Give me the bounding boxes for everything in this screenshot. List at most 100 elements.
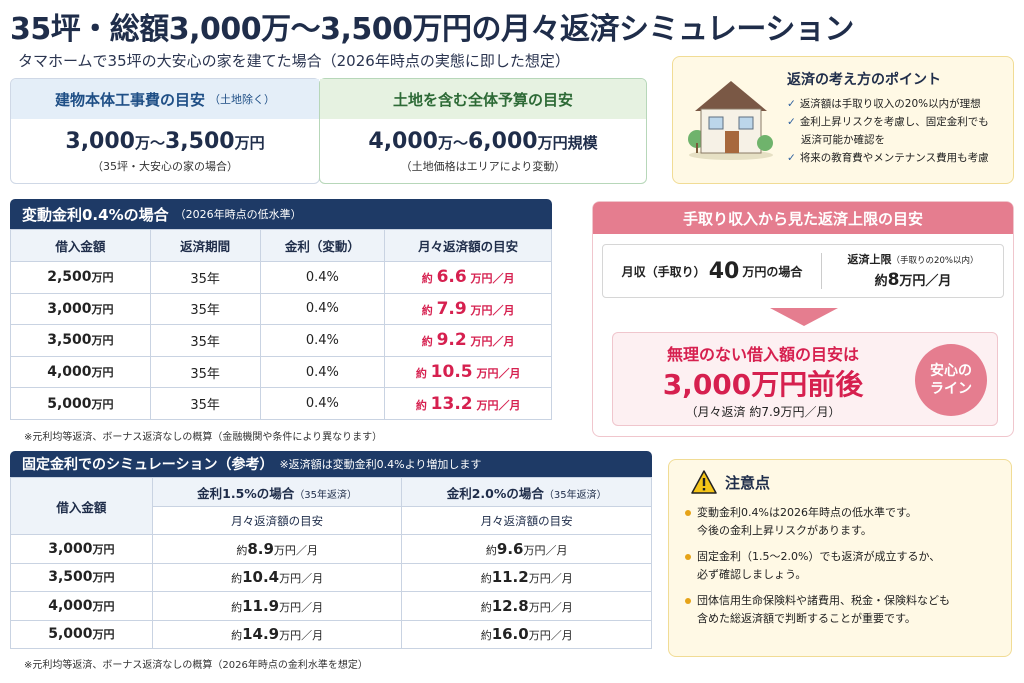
limit-value: 8 xyxy=(887,270,900,290)
variable-rate-note: ※元利均等返済、ボーナス返済なしの概算（金融機関や条件により異なります） xyxy=(24,432,383,443)
term-cell: 35年 xyxy=(149,292,261,326)
column-header: 金利2.0%の場合（35年返済） xyxy=(401,477,652,507)
fixed-rate-header: 固定金利でのシミュレーション（参考） ※返済額は変動金利0.4%より増加します xyxy=(10,451,652,477)
term-cell: 35年 xyxy=(149,387,261,420)
loan-amount-cell: 3,500万円 xyxy=(10,324,151,357)
total-budget-box: 土地を含む全体予算の目安 4,000万〜6,000万円規模 （土地価格はエリアに… xyxy=(319,78,647,184)
fixed-rate-table: 借入金額 金利1.5%の場合（35年返済） 金利2.0%の場合（35年返済） 月… xyxy=(10,477,652,649)
payment-1-5-cell: 約14.9万円／月 xyxy=(151,619,403,649)
guide-label: 無理のない借入額の目安は xyxy=(666,345,859,364)
points-item: 返済可能か確認を xyxy=(801,134,885,146)
rate-cell: 0.4% xyxy=(259,324,386,357)
total-budget-value: 4,000万〜6,000万円規模 xyxy=(368,129,598,154)
caution-list: 変動金利0.4%は2026年時点の低水準です。 今後の金利上昇リスクがあります。 … xyxy=(685,504,1005,636)
building-cost-box: 建物本体工事費の目安 （土地除く） 3,000万〜3,500万円 （35坪・大安… xyxy=(10,78,320,184)
building-cost-label-note: （土地除く） xyxy=(209,93,275,106)
column-header: 金利1.5%の場合（35年返済） xyxy=(151,477,403,507)
guide-value: 3,000万円前後 xyxy=(662,368,864,401)
divider xyxy=(821,253,822,289)
page-subtitle: タマホームで35坪の大安心の家を建てた場合（2026年時点の実態に即した想定） xyxy=(18,52,570,70)
table-header-row: 借入金額 金利1.5%の場合（35年返済） 金利2.0%の場合（35年返済） xyxy=(10,477,652,535)
table-row: 5,000万円 35年 0.4% 約 13.2 万円／月 xyxy=(10,387,552,420)
variable-rate-title-note: （2026年時点の低水準） xyxy=(174,208,302,221)
variable-rate-title: 変動金利0.4%の場合 xyxy=(22,205,169,224)
table-row: 3,000万円 約8.9万円／月 約9.6万円／月 xyxy=(10,534,652,564)
points-item: 将来の教育費やメンテナンス費用も考慮 xyxy=(787,149,989,167)
column-header: 返済期間 xyxy=(149,229,261,262)
page-title: 35坪・総額3,000万〜3,500万円の月々返済シミュレーション xyxy=(10,12,854,47)
income-limit-header: 手取り収入から見た返済上限の目安 xyxy=(593,202,1013,234)
payment-2-0-cell: 約11.2万円／月 xyxy=(401,562,652,592)
income-row: 月収（手取り） 40 万円の場合 返済上限（手取りの20%以内） 約8万円／月 xyxy=(602,244,1004,298)
table-header-row: 借入金額 返済期間 金利（変動） 月々返済額の目安 xyxy=(10,229,552,262)
loan-amount-cell: 4,000万円 xyxy=(10,591,153,621)
loan-amount-cell: 5,000万円 xyxy=(10,387,151,420)
building-cost-note: （35坪・大安心の家の場合） xyxy=(92,160,238,173)
arrow-down-icon xyxy=(770,308,838,326)
variable-rate-table: 借入金額 返済期間 金利（変動） 月々返済額の目安 2,500万円 35年 0.4%… xyxy=(10,229,552,420)
payment-1-5-cell: 約10.4万円／月 xyxy=(151,562,403,592)
building-cost-label: 建物本体工事費の目安 xyxy=(54,90,205,109)
payment-1-5-cell: 約11.9万円／月 xyxy=(151,591,403,621)
table-row: 2,500万円 35年 0.4% 約 6.6 万円／月 xyxy=(10,261,552,294)
loan-amount-cell: 2,500万円 xyxy=(10,261,151,294)
fixed-rate-title-note: ※返済額は変動金利0.4%より増加します xyxy=(279,458,482,471)
payment-2-0-cell: 約12.8万円／月 xyxy=(401,591,652,621)
loan-amount-cell: 5,000万円 xyxy=(10,619,153,649)
payment-1-5-cell: 約8.9万円／月 xyxy=(151,534,403,564)
total-budget-label: 土地を含む全体予算の目安 xyxy=(392,90,573,109)
warning-icon xyxy=(691,470,717,494)
points-item: 金利上昇リスクを考慮し、固定金利でも xyxy=(787,113,989,131)
fixed-rate-note: ※元利均等返済、ボーナス返済なしの概算（2026年時点の金利水準を想定） xyxy=(24,660,368,671)
table-row: 4,000万円 約11.9万円／月 約12.8万円／月 xyxy=(10,591,652,621)
table-row: 5,000万円 約14.9万円／月 約16.0万円／月 xyxy=(10,619,652,649)
caution-item: 変動金利0.4%は2026年時点の低水準です。 今後の金利上昇リスクがあります。 xyxy=(685,504,1005,540)
monthly-income-value: 40 xyxy=(708,258,740,284)
loan-amount-cell: 3,000万円 xyxy=(10,292,151,326)
column-header: 借入金額 xyxy=(10,477,153,535)
building-cost-value: 3,000万〜3,500万円 xyxy=(65,129,265,154)
column-subheader: 月々返済額の目安 xyxy=(401,506,652,535)
payment-2-0-cell: 約9.6万円／月 xyxy=(401,534,652,564)
column-header: 借入金額 xyxy=(10,229,151,262)
monthly-payment-cell: 約 9.2 万円／月 xyxy=(384,324,552,357)
caution-item: 固定金利（1.5〜2.0%）でも返済が成立するか、 必ず確認しましょう。 xyxy=(685,548,1005,584)
caution-title: 注意点 xyxy=(725,473,771,492)
payment-2-0-cell: 約16.0万円／月 xyxy=(401,619,652,649)
loan-amount-cell: 4,000万円 xyxy=(10,355,151,389)
borrowing-guide: 無理のない借入額の目安は 3,000万円前後 （月々返済 約7.9万円／月） 安… xyxy=(612,332,998,426)
rate-cell: 0.4% xyxy=(259,261,386,294)
repayment-limit: 返済上限（手取りの20%以内） 約8万円／月 xyxy=(847,253,979,290)
caution-item: 団体信用生命保険料や諸費用、税金・保険料なども 含めた総返済額で判断することが重要… xyxy=(685,592,1005,628)
monthly-payment-cell: 約 6.6 万円／月 xyxy=(384,261,552,294)
monthly-payment-cell: 約 10.5 万円／月 xyxy=(384,355,552,389)
term-cell: 35年 xyxy=(149,355,261,389)
column-header: 月々返済額の目安 xyxy=(384,229,552,262)
total-budget-header: 土地を含む全体予算の目安 xyxy=(320,79,646,119)
monthly-income: 月収（手取り） 40 万円の場合 xyxy=(621,258,803,284)
monthly-payment-cell: 約 7.9 万円／月 xyxy=(384,292,552,326)
table-row: 3,000万円 35年 0.4% 約 7.9 万円／月 xyxy=(10,292,552,326)
fixed-rate-title: 固定金利でのシミュレーション（参考） xyxy=(22,457,274,473)
rate-cell: 0.4% xyxy=(259,355,386,389)
caution-box: 注意点 変動金利0.4%は2026年時点の低水準です。 今後の金利上昇リスクがあり… xyxy=(668,459,1012,657)
total-budget-note: （土地価格はエリアにより変動） xyxy=(400,160,566,173)
points-item: 返済額は手取り収入の20%以内が理想 xyxy=(787,95,989,113)
variable-rate-header: 変動金利0.4%の場合 （2026年時点の低水準） xyxy=(10,199,552,229)
term-cell: 35年 xyxy=(149,261,261,294)
safe-line-badge: 安心の ライン xyxy=(915,344,987,416)
column-subheader: 月々返済額の目安 xyxy=(151,506,403,535)
guide-sub: （月々返済 約7.9万円／月） xyxy=(685,405,841,419)
table-row: 4,000万円 35年 0.4% 約 10.5 万円／月 xyxy=(10,355,552,389)
house-icon xyxy=(688,81,773,160)
table-row: 3,500万円 35年 0.4% 約 9.2 万円／月 xyxy=(10,324,552,357)
term-cell: 35年 xyxy=(149,324,261,357)
loan-amount-cell: 3,000万円 xyxy=(10,534,153,564)
column-header: 金利（変動） xyxy=(259,229,386,262)
table-subheader-row: 月々返済額の目安 月々返済額の目安 xyxy=(11,506,652,535)
rate-cell: 0.4% xyxy=(259,292,386,326)
points-title: 返済の考え方のポイント xyxy=(787,72,941,88)
table-row: 3,500万円 約10.4万円／月 約11.2万円／月 xyxy=(10,562,652,592)
points-box: 返済の考え方のポイント 返済額は手取り収入の20%以内が理想 金利上昇リスクを考… xyxy=(672,56,1014,184)
rate-cell: 0.4% xyxy=(259,387,386,420)
